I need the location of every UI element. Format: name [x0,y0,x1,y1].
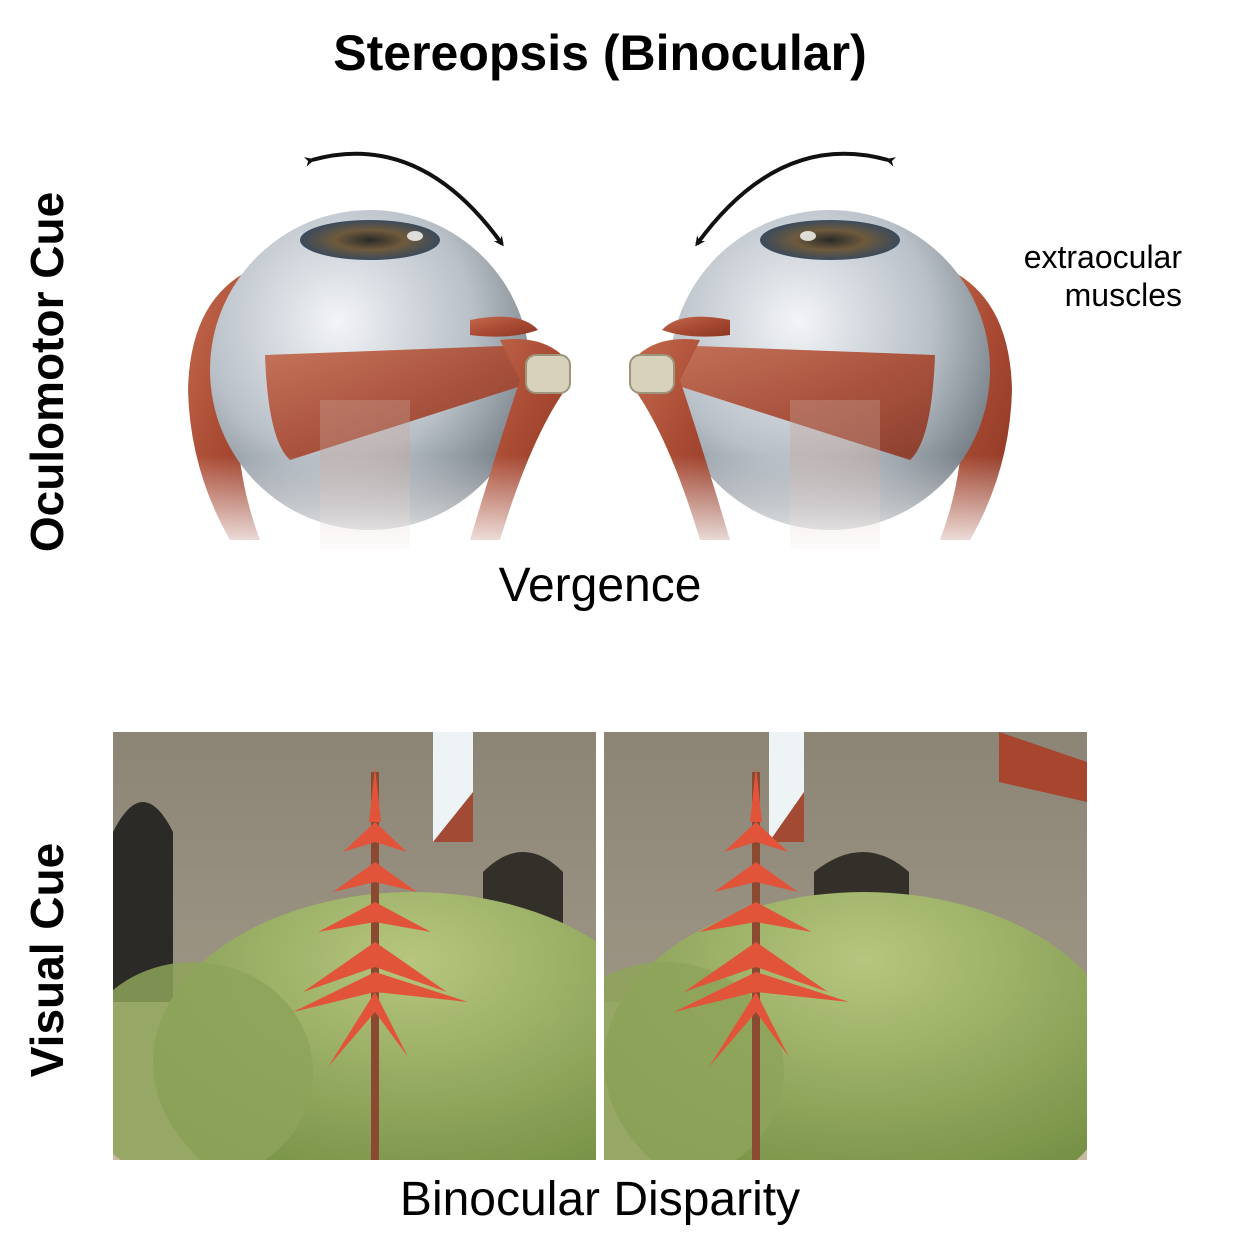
vergence-caption: Vergence [498,559,702,612]
visual-cue-label: Visual Cue [21,842,73,1078]
oculomotor-cue-label: Oculomotor Cue [21,191,73,553]
eyes-illustration [170,140,1030,560]
extraocular-muscles-annotation: extraocular muscles [960,238,1182,314]
annotation-line-1: extraocular [1023,239,1182,275]
binocular-disparity-caption: Binocular Disparity [399,1173,801,1226]
right-eye-photo [604,732,1087,1160]
annotation-line-2: muscles [1064,277,1182,313]
page-title: Stereopsis (Binocular) [333,25,867,81]
left-eye-photo [113,732,596,1160]
